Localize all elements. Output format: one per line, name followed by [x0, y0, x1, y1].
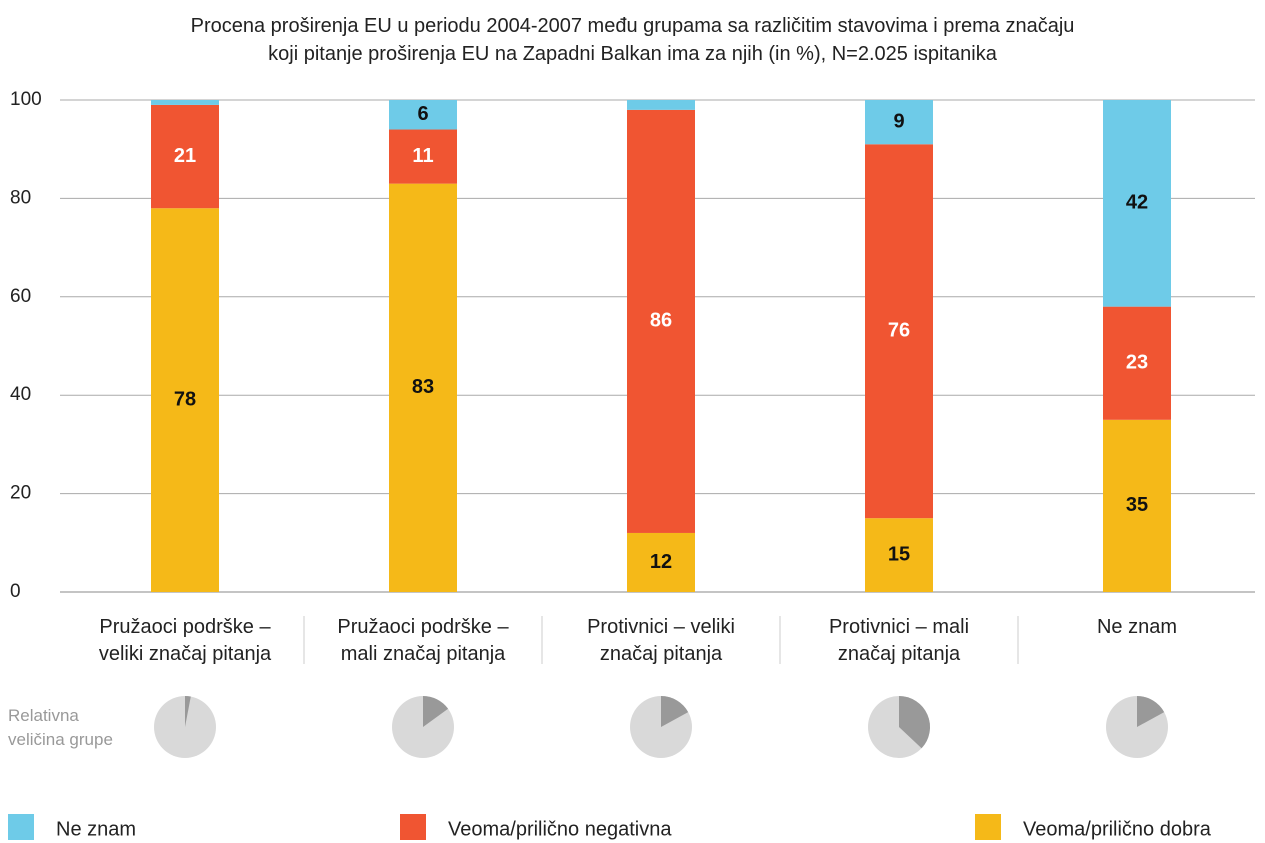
- bar-segment: [151, 104, 219, 209]
- bar-segment: [865, 100, 933, 145]
- legend-label: Ne znam: [56, 818, 136, 840]
- legend-swatch: [8, 814, 34, 840]
- pie-slice: [1137, 696, 1165, 727]
- data-label: 83: [412, 376, 434, 398]
- x-tick-label: Pružaoci podrške – mali značaj pitanja: [337, 616, 509, 665]
- data-label: 76: [888, 320, 910, 342]
- data-label: 12: [650, 551, 672, 573]
- bar-segment: [389, 129, 457, 184]
- bar-segment: [151, 208, 219, 593]
- y-tick-label: 100: [10, 89, 42, 110]
- bar-segment: [1103, 306, 1171, 420]
- chart-title: Procena proširenja EU u periodu 2004-200…: [190, 15, 1075, 65]
- bar-segment: [627, 100, 695, 110]
- bar-segment: [865, 144, 933, 519]
- pie-slice: [661, 696, 689, 727]
- data-label: 42: [1126, 192, 1148, 214]
- legend-swatch: [400, 814, 426, 840]
- y-tick-label: 80: [10, 187, 31, 208]
- x-tick-label: Pružaoci podrške – veliki značaj pitanja: [98, 616, 272, 665]
- y-tick-label: 60: [10, 286, 31, 307]
- pie-slice: [899, 696, 930, 749]
- bar-segment: [1103, 100, 1171, 307]
- data-label: 35: [1126, 494, 1148, 516]
- bar-segment: [627, 109, 695, 533]
- y-tick-label: 0: [10, 581, 21, 602]
- pie-slice: [185, 696, 191, 727]
- x-tick-label: Protivnici – veliki značaj pitanja: [587, 616, 735, 665]
- legend-swatch: [975, 814, 1001, 840]
- legend-label: Veoma/prilično dobra: [1023, 818, 1212, 840]
- group-size-label: Relativna veličina grupe: [8, 706, 113, 749]
- bar-segment: [865, 518, 933, 592]
- x-tick-label: Ne znam: [1096, 616, 1178, 638]
- bar-segment: [627, 532, 695, 592]
- data-label: 15: [888, 543, 910, 565]
- bar-segment: [1103, 419, 1171, 592]
- pie-slice: [423, 696, 449, 727]
- data-label: 78: [174, 388, 196, 410]
- bar-segment: [389, 183, 457, 592]
- data-label: 9: [893, 110, 904, 132]
- data-label: 21: [174, 145, 196, 167]
- bar-segment: [151, 100, 219, 105]
- legend-label: Veoma/prilično negativna: [448, 818, 672, 840]
- data-label: 23: [1126, 352, 1148, 374]
- x-tick-label: Protivnici – mali značaj pitanja: [828, 616, 970, 665]
- data-label: 86: [650, 310, 672, 332]
- data-label: 11: [412, 145, 433, 167]
- bar-segment: [389, 100, 457, 130]
- y-tick-label: 20: [10, 483, 31, 504]
- data-label: 6: [417, 103, 428, 125]
- y-tick-label: 40: [10, 384, 31, 405]
